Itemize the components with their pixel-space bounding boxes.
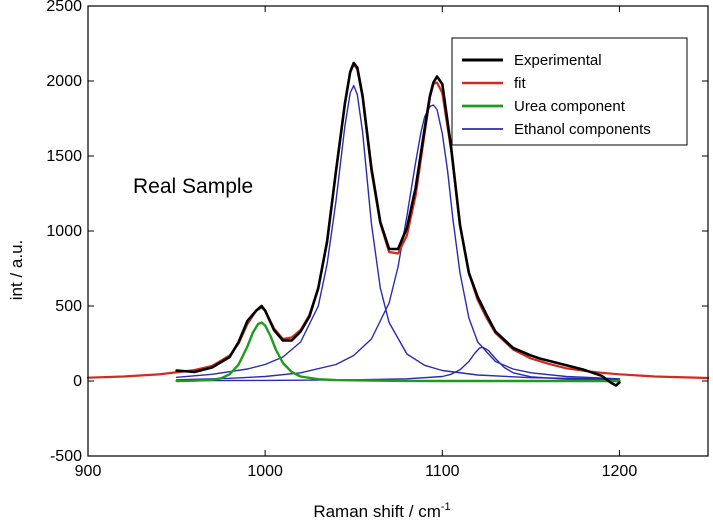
x-tick-label: 1100	[425, 463, 460, 480]
y-tick-label: 500	[55, 298, 82, 315]
series-line-ethanol	[175, 84, 621, 380]
series-line-urea	[175, 321, 621, 383]
legend-label-ethanol: Ethanol components	[514, 121, 651, 138]
y-axis-label: int / a.u.	[7, 240, 26, 300]
x-tick-label: 900	[75, 463, 102, 480]
chart-annotation: Real Sample	[133, 175, 253, 198]
y-tick-label: 2500	[46, 0, 82, 15]
y-tick-label: 1000	[46, 223, 82, 240]
series-line-ethanol	[175, 104, 621, 381]
legend: Experimental fit Urea component Ethanol com…	[451, 37, 688, 146]
x-tick-label: 1200	[602, 463, 638, 480]
x-axis-label-text: Raman shift / cm	[313, 502, 441, 521]
y-tick-label: 0	[73, 373, 82, 390]
series-line-experimental	[175, 61, 621, 387]
x-axis-label: Raman shift / cm-1	[313, 501, 450, 521]
legend-box	[451, 37, 688, 146]
legend-label-urea: Urea component	[514, 98, 626, 115]
y-tick-label: 2000	[46, 73, 82, 90]
x-axis-label-superscript: -1	[441, 501, 451, 513]
x-tick-label: 1000	[247, 463, 283, 480]
y-tick-label: 1500	[46, 148, 82, 165]
y-tick-label: -500	[50, 448, 82, 465]
axis-ticks: 900 1000 1100 1200 -500 0 500 1000 1500 2000 2500	[46, 0, 708, 480]
legend-label-fit: fit	[514, 75, 527, 92]
series-layer	[86, 61, 710, 387]
legend-label-experimental: Experimental	[514, 52, 602, 69]
series-line-ethanol	[175, 346, 621, 382]
